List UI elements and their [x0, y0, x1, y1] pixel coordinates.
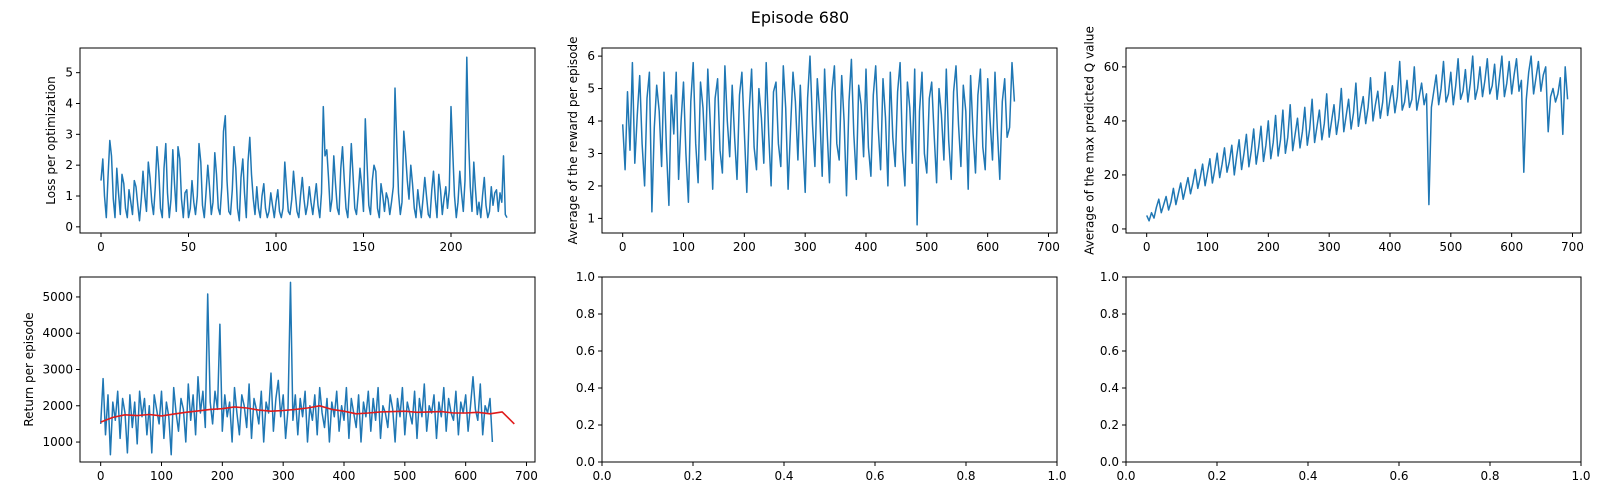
x-tick-label: 0.2: [1207, 469, 1226, 483]
subplot-5: 0.0 0.2 0.4 0.6 0.8 1.0 0.0 0.2 0.4 0.6 0.8 1.0: [576, 270, 1067, 483]
y-axis-label: Average of the reward per episode: [566, 36, 580, 244]
y-tick-label: 0.0: [1100, 455, 1119, 469]
y-tick-label: 0.0: [576, 455, 595, 469]
x-tick-label: 400: [855, 240, 878, 254]
y-tick-label: 4000: [42, 326, 73, 340]
x-tick-label: 0.2: [683, 469, 702, 483]
x-tick-label: 500: [393, 469, 416, 483]
y-axis-label: Return per episode: [22, 312, 36, 426]
y-tick-label: 2: [587, 179, 595, 193]
x-tick-label: 0.6: [865, 469, 884, 483]
x-tick-label: 0.0: [592, 469, 611, 483]
x-tick-label: 100: [265, 240, 288, 254]
y-tick-label: 3000: [42, 363, 73, 377]
x-tick-label: 1.0: [1047, 469, 1066, 483]
x-tick-label: 0.4: [774, 469, 793, 483]
y-axis-label: Loss per optimization: [44, 76, 58, 205]
subplot-6: 0.0 0.2 0.4 0.6 0.8 1.0 0.0 0.2 0.4 0.6 0.8 1.0: [1100, 270, 1591, 483]
x-tick-label: 0.8: [1480, 469, 1499, 483]
y-tick-label: 0: [65, 220, 73, 234]
y-tick-label: 60: [1104, 60, 1119, 74]
x-tick-label: 100: [672, 240, 695, 254]
x-tick-label: 400: [333, 469, 356, 483]
y-axis-label: Average of the max predicted Q value: [1083, 26, 1097, 255]
y-tick-label: 4: [587, 114, 595, 128]
axes-frame: [1125, 47, 1582, 234]
y-tick-label: 3: [587, 146, 595, 160]
x-tick-label: 600: [976, 240, 999, 254]
y-tick-label: 1.0: [576, 270, 595, 284]
y-tick-label: 0.2: [1100, 418, 1119, 432]
x-tick-label: 700: [515, 469, 538, 483]
x-tick-label: 0: [97, 469, 105, 483]
series-line-1: [100, 56, 508, 222]
axes-frame: [601, 276, 1058, 463]
x-tick-label: 0: [1143, 240, 1151, 254]
axes-frame: [1125, 276, 1582, 463]
y-tick-label: 0.8: [576, 307, 595, 321]
y-tick-label: 2000: [42, 399, 73, 413]
y-tick-label: 40: [1104, 114, 1119, 128]
x-tick-label: 0.8: [956, 469, 975, 483]
x-tick-label: 600: [1500, 240, 1523, 254]
x-tick-label: 200: [1257, 240, 1280, 254]
x-tick-label: 200: [733, 240, 756, 254]
y-tick-label: 20: [1104, 168, 1119, 182]
x-tick-label: 300: [794, 240, 817, 254]
y-tick-label: 0.2: [576, 418, 595, 432]
y-tick-label: 1: [65, 189, 73, 203]
subplot-1: 0 50 100 150 200 0 1 2 3 4 5 Loss per optimization: [44, 47, 536, 254]
series-line-1: [621, 55, 1016, 226]
y-tick-label: 0.6: [1100, 344, 1119, 358]
y-tick-label: 0.6: [576, 344, 595, 358]
x-tick-label: 400: [1379, 240, 1402, 254]
x-tick-label: 700: [1561, 240, 1584, 254]
axes-frame: [79, 47, 536, 234]
y-tick-label: 1.0: [1100, 270, 1119, 284]
y-tick-label: 2: [65, 158, 73, 172]
y-tick-label: 0.4: [1100, 381, 1119, 395]
subplot-2: 0 100 200 300 400 500 600 700 1 2 3 4 5 6 Average of t…: [566, 36, 1060, 254]
x-tick-label: 200: [211, 469, 234, 483]
x-tick-label: 0.6: [1389, 469, 1408, 483]
x-tick-label: 0.4: [1298, 469, 1317, 483]
y-tick-label: 0.4: [576, 381, 595, 395]
y-tick-label: 1000: [42, 435, 73, 449]
subplot-4: 0 100 200 300 400 500 600 700 1000 2000 3000 4000 50…: [22, 276, 538, 483]
y-tick-label: 4: [65, 97, 73, 111]
x-tick-label: 0.0: [1116, 469, 1135, 483]
x-tick-label: 500: [1439, 240, 1462, 254]
series-line-1: [99, 281, 494, 456]
series-line-2: [100, 404, 515, 425]
y-tick-label: 3: [65, 127, 73, 141]
y-tick-label: 5: [65, 66, 73, 80]
x-tick-label: 1.0: [1571, 469, 1590, 483]
x-tick-label: 100: [150, 469, 173, 483]
x-tick-label: 600: [454, 469, 477, 483]
subplot-3: 0 100 200 300 400 500 600 700 0 20 40 60 Average of …: [1083, 26, 1584, 255]
y-tick-label: 0: [1111, 222, 1119, 236]
x-tick-label: 0: [619, 240, 627, 254]
y-tick-label: 5000: [42, 290, 73, 304]
x-tick-label: 200: [440, 240, 463, 254]
series-line-1: [1146, 55, 1569, 222]
x-tick-label: 300: [1318, 240, 1341, 254]
axes-frame: [601, 47, 1058, 234]
y-tick-label: 5: [587, 82, 595, 96]
x-tick-label: 50: [181, 240, 196, 254]
x-tick-label: 300: [272, 469, 295, 483]
y-tick-label: 6: [587, 49, 595, 63]
x-tick-label: 0: [97, 240, 105, 254]
figure-title: Episode 680: [751, 8, 849, 27]
x-tick-label: 150: [352, 240, 375, 254]
x-tick-label: 100: [1196, 240, 1219, 254]
y-tick-label: 1: [587, 211, 595, 225]
y-tick-label: 0.8: [1100, 307, 1119, 321]
x-tick-label: 700: [1037, 240, 1060, 254]
x-tick-label: 500: [915, 240, 938, 254]
